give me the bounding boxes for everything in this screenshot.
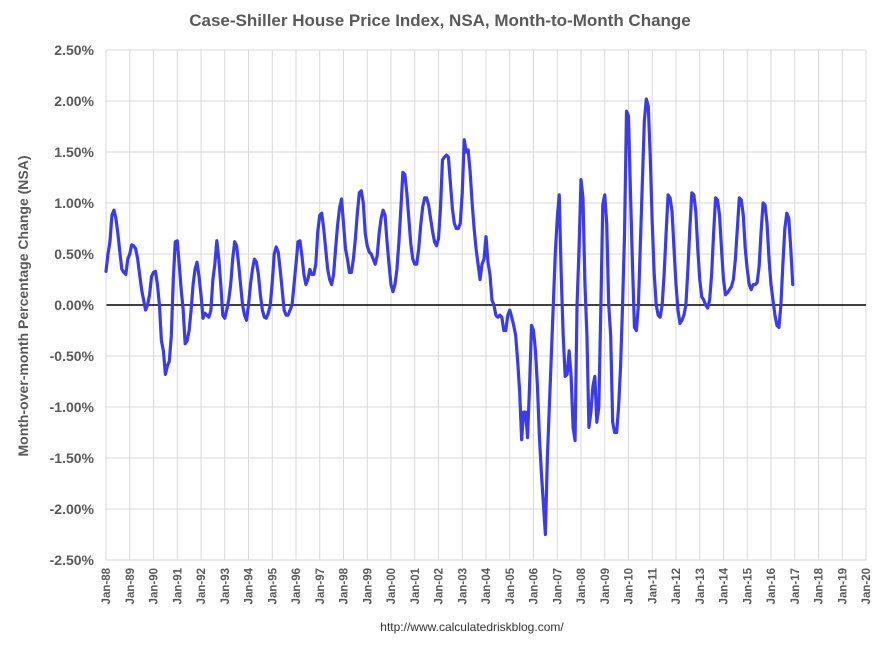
source-url: http://www.calculatedriskblog.com/ xyxy=(380,620,564,634)
x-tick-label: Jan-04 xyxy=(481,567,493,604)
y-tick-label: -2.50% xyxy=(50,552,95,568)
x-tick-label: Jan-20 xyxy=(861,568,873,604)
axes xyxy=(105,50,866,560)
x-tick-label: Jan-13 xyxy=(695,568,707,604)
y-tick-label: 0.00% xyxy=(54,297,94,313)
x-tick-label: Jan-90 xyxy=(149,568,161,604)
x-tick-labels: Jan-88 Jan-89 Jan-90 Jan-91 Jan-92 Jan-93 Jan-… xyxy=(101,567,873,604)
x-tick-label: Jan-01 xyxy=(410,567,422,604)
x-tick-label: Jan-00 xyxy=(386,568,398,604)
y-tick-label: 2.00% xyxy=(54,93,94,109)
x-tick-label: Jan-99 xyxy=(362,568,374,604)
y-tick-label: -0.50% xyxy=(50,348,95,364)
x-tick-label: Jan-15 xyxy=(742,567,754,604)
x-tick-label: Jan-19 xyxy=(837,568,849,604)
y-tick-labels: -2.50% -2.00% -1.50% -1.00% -0.50% 0.00% 0.50%… xyxy=(50,42,95,568)
x-tick-label: Jan-11 xyxy=(647,567,659,603)
x-tick-label: Jan-98 xyxy=(339,567,351,604)
x-tick-label: Jan-89 xyxy=(125,568,137,604)
x-tick-label: Jan-95 xyxy=(267,567,279,604)
x-tick-label: Jan-02 xyxy=(434,568,446,604)
y-axis-label: Month-over-month Percentage Change (NSA) xyxy=(15,155,31,456)
x-tick-label: Jan-93 xyxy=(220,568,232,604)
x-tick-label: Jan-17 xyxy=(790,568,802,604)
x-tick-label: Jan-92 xyxy=(196,568,208,604)
y-tick-label: 1.00% xyxy=(54,195,94,211)
x-tick-label: Jan-09 xyxy=(600,568,612,604)
x-tick-label: Jan-12 xyxy=(671,568,683,604)
x-tick-label: Jan-91 xyxy=(172,567,184,604)
x-tick-label: Jan-07 xyxy=(552,568,564,604)
series-layer xyxy=(104,97,795,537)
y-tick-label: 2.50% xyxy=(54,42,94,58)
x-tick-label: Jan-18 xyxy=(814,567,826,604)
chart-title: Case-Shiller House Price Index, NSA, Mon… xyxy=(189,11,691,30)
y-tick-label: -1.50% xyxy=(50,450,95,466)
y-tick-label: 0.50% xyxy=(54,246,94,262)
x-tick-label: Jan-14 xyxy=(719,567,731,604)
x-tick-label: Jan-94 xyxy=(244,567,256,604)
x-tick-label: Jan-96 xyxy=(291,568,303,604)
series-line-0 xyxy=(104,97,795,537)
x-tick-label: Jan-06 xyxy=(529,568,541,604)
y-tick-label: -1.00% xyxy=(50,399,95,415)
x-tick-label: Jan-88 xyxy=(101,567,113,604)
y-tick-label: -2.00% xyxy=(50,501,95,517)
x-tick-label: Jan-08 xyxy=(576,567,588,604)
y-tick-label: 1.50% xyxy=(54,144,94,160)
x-tick-label: Jan-03 xyxy=(457,568,469,604)
x-tick-label: Jan-05 xyxy=(505,567,517,604)
x-tick-label: Jan-10 xyxy=(624,568,636,604)
x-tick-label: Jan-97 xyxy=(315,568,327,604)
x-tick-label: Jan-16 xyxy=(766,568,778,604)
